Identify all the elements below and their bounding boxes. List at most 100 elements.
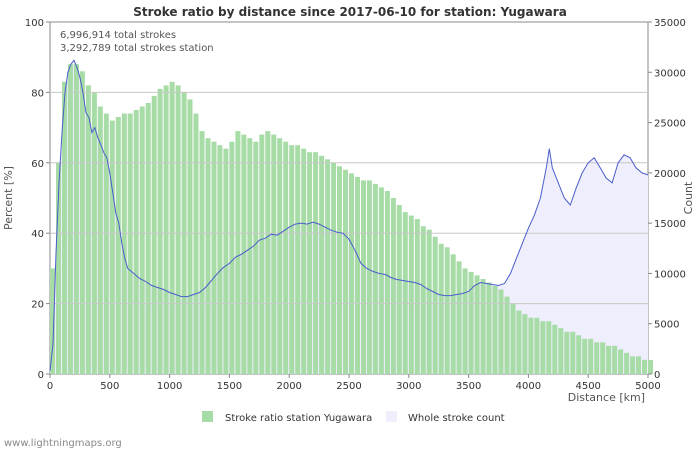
stroke-ratio-bar [235, 131, 241, 374]
y-left-tick-label: 20 [31, 300, 44, 311]
stroke-ratio-bar [606, 345, 612, 374]
stroke-ratio-bar [624, 352, 630, 374]
stroke-ratio-bar [127, 113, 133, 374]
stroke-ratio-bar [139, 106, 145, 374]
stroke-ratio-bar [259, 134, 265, 374]
stroke-ratio-bar [612, 345, 618, 374]
info-total-strokes-station: 3,292,789 total strokes station [60, 43, 214, 54]
stroke-ratio-bar [331, 162, 337, 374]
stroke-ratio-bar [253, 141, 259, 374]
stroke-ratio-bar [474, 275, 480, 374]
stroke-ratio-bar [103, 113, 109, 374]
stroke-ratio-bar [247, 138, 253, 374]
y-left-tick-label: 60 [31, 159, 44, 170]
stroke-ratio-bar [349, 173, 354, 374]
y-right-tick-label: 25000 [654, 119, 686, 130]
axes: 0 500 1000 1500 2000 2500 3000 3500 4000 4500 5000… [25, 18, 686, 392]
legend: Stroke ratio station Yugawara Whole stro… [202, 411, 505, 424]
stroke-ratio-bar [85, 85, 91, 375]
stroke-ratio-bar [570, 331, 576, 374]
stroke-ratio-bar [265, 131, 271, 374]
y-right-tick-label: 20000 [654, 169, 686, 180]
y-left-tick-label: 40 [31, 229, 44, 240]
stroke-ratio-bar [313, 152, 319, 374]
stroke-ratio-bar [337, 166, 342, 374]
x-tick-label: 3000 [396, 381, 421, 392]
y-axis-right-title: Count [682, 181, 695, 214]
stroke-ratio-bar [157, 88, 163, 375]
y-axis-left-title: Percent [%] [2, 166, 15, 230]
stroke-ratio-bar [211, 141, 217, 374]
stroke-ratio-bar [630, 356, 636, 374]
x-tick-label: 500 [100, 381, 119, 392]
stroke-ratio-bar [283, 141, 289, 374]
stroke-ratio-bar [456, 261, 462, 374]
stroke-ratio-bar [67, 64, 73, 374]
stroke-ratio-bar [163, 85, 169, 375]
x-tick-label: 4000 [516, 381, 541, 392]
stroke-ratio-bar [390, 198, 396, 374]
x-tick-label: 3500 [456, 381, 481, 392]
stroke-ratio-bar [223, 148, 229, 374]
stroke-ratio-bar [588, 338, 594, 374]
stroke-ratio-bar [480, 279, 486, 374]
chart-title: Stroke ratio by distance since 2017-06-1… [133, 5, 567, 19]
stroke-ratio-bar [396, 205, 402, 374]
stroke-ratio-bar [229, 141, 235, 374]
stroke-ratio-bar [355, 176, 360, 374]
stroke-ratio-bar [301, 148, 307, 374]
stroke-ratio-bar [289, 145, 295, 374]
stroke-ratio-bar [169, 81, 175, 375]
stroke-ratio-bar [408, 215, 414, 374]
stroke-ratio-bar [79, 71, 85, 375]
stroke-ratio-bar [618, 349, 624, 374]
y-right-tick-label: 5000 [654, 320, 679, 331]
footer-site: www.lightningmaps.org [4, 438, 122, 449]
stroke-ratio-bar [522, 314, 528, 374]
stroke-ratio-bar [115, 117, 121, 374]
y-right-tick-label: 0 [654, 370, 660, 381]
stroke-ratio-bar [295, 145, 301, 374]
stroke-ratio-bar [432, 236, 438, 374]
x-tick-label: 2000 [276, 381, 301, 392]
stroke-ratio-bar [492, 286, 498, 374]
stroke-ratio-bar [133, 110, 139, 374]
y-right-tick-label: 15000 [654, 219, 686, 230]
stroke-ratio-bar [241, 134, 247, 374]
stroke-ratio-bar [109, 120, 115, 374]
stroke-ratio-bar [277, 138, 283, 374]
stroke-ratio-bar [361, 180, 366, 374]
x-tick-label: 4500 [575, 381, 600, 392]
stroke-ratio-bar [343, 169, 348, 374]
x-tick-label: 1000 [157, 381, 182, 392]
stroke-ratio-bar [546, 321, 552, 374]
stroke-ratio-bar [151, 95, 157, 375]
x-tick-label: 2500 [336, 381, 361, 392]
stroke-ratio-bar [319, 155, 325, 374]
x-tick-label: 1500 [217, 381, 242, 392]
stroke-ratio-bar [648, 359, 653, 374]
stroke-ratio-bar [642, 359, 647, 374]
stroke-ratio-bar [50, 268, 55, 374]
stroke-ratio-bar [271, 134, 277, 374]
info-box: 6,996,914 total strokes 3,292,789 total … [60, 30, 214, 54]
stroke-ratio-bar [121, 113, 127, 374]
info-total-strokes: 6,996,914 total strokes [60, 30, 176, 41]
stroke-ratio-bar [438, 243, 444, 374]
y-right-tick-label: 35000 [654, 18, 686, 29]
stroke-ratio-bar [384, 191, 390, 374]
stroke-ratio-bar [594, 342, 600, 374]
grid-lines [50, 91, 648, 305]
stroke-ratio-bar [414, 219, 420, 374]
stroke-ratio-bar [450, 254, 456, 374]
stroke-ratio-bar [73, 64, 79, 374]
stroke-ratio-bar [307, 152, 313, 374]
stroke-ratio-bar [558, 328, 564, 374]
x-axis-title: Distance [km] [568, 391, 645, 404]
stroke-ratio-bar [444, 247, 450, 374]
y-right-tick-label: 30000 [654, 68, 686, 79]
stroke-ratio-bar [56, 162, 61, 374]
stroke-ratio-bar [366, 180, 372, 374]
stroke-ratio-bar [516, 310, 522, 374]
